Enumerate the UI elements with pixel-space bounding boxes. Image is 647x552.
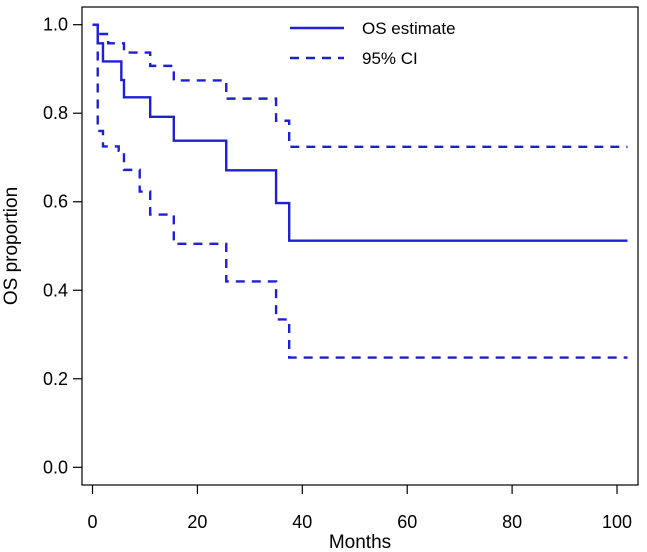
y-tick-label: 1.0 bbox=[43, 15, 68, 35]
x-tick-label: 80 bbox=[502, 512, 522, 532]
x-tick-label: 0 bbox=[87, 512, 97, 532]
x-tick-label: 40 bbox=[292, 512, 312, 532]
x-axis: 0 20 40 60 80 100 bbox=[87, 485, 632, 532]
x-axis-label: Months bbox=[329, 532, 391, 552]
series-layer bbox=[92, 23, 628, 359]
y-tick-label: 0.2 bbox=[43, 369, 68, 389]
series-line-os-estimate bbox=[92, 23, 628, 242]
legend-label: OS estimate bbox=[362, 19, 456, 38]
y-tick-label: 0.0 bbox=[43, 457, 68, 477]
y-axis-label: OS proportion bbox=[1, 187, 22, 305]
y-tick-label: 0.6 bbox=[43, 192, 68, 212]
legend: OS estimate 95% CI bbox=[290, 19, 456, 68]
x-tick-label: 20 bbox=[187, 512, 207, 532]
x-tick-label: 60 bbox=[397, 512, 417, 532]
x-tick-label: 100 bbox=[602, 512, 632, 532]
y-axis: 0.0 0.2 0.4 0.6 0.8 1.0 bbox=[43, 15, 82, 477]
legend-label: 95% CI bbox=[362, 49, 418, 68]
y-tick-label: 0.8 bbox=[43, 103, 68, 123]
plot-frame bbox=[81, 6, 639, 486]
series-line-ci-upper bbox=[92, 23, 628, 149]
y-tick-label: 0.4 bbox=[43, 280, 68, 300]
